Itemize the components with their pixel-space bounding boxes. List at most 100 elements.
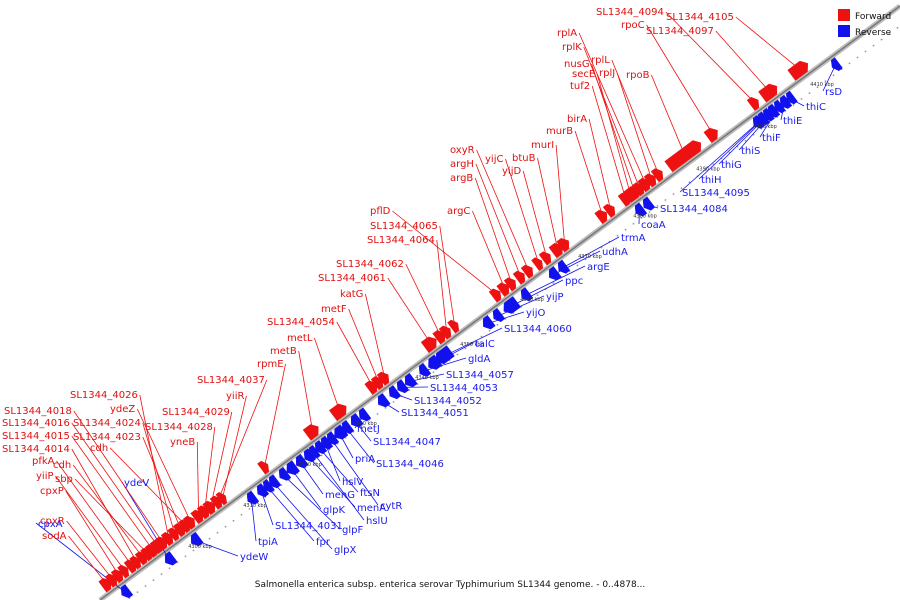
reverse-gene-arrow (492, 307, 506, 322)
reverse-gene-arrows (120, 57, 843, 599)
forward-gene-label: SL1344_4015 (2, 431, 70, 442)
scale-tick-label: 4410 kbp (810, 82, 834, 88)
scale-dot (848, 62, 851, 65)
scale-dot (856, 56, 859, 59)
legend: Forward Reverse (838, 9, 892, 38)
forward-gene-label: nusG (564, 59, 590, 70)
reverse-gene-label: ppc (565, 276, 583, 287)
scale-dot (672, 193, 675, 196)
forward-gene-arrow (104, 573, 118, 588)
reverse-gene-label: thiF (762, 133, 781, 144)
forward-label-line (436, 239, 447, 332)
reverse-gene-arrow (520, 287, 534, 302)
reverse-label-line (319, 448, 359, 493)
reverse-gene-label: SL1344_4053 (430, 383, 498, 394)
scale-dot (240, 513, 243, 516)
scale-dot (496, 323, 499, 326)
forward-gene-label: SL1344_4029 (162, 407, 230, 418)
reverse-gene-arrow (779, 94, 793, 109)
scale-dot (624, 228, 627, 231)
forward-gene-arrow (202, 500, 216, 516)
forward-label-line (136, 408, 191, 522)
forward-gene-arrow (787, 60, 808, 81)
forward-gene-label: SL1344_4065 (370, 221, 438, 232)
scale-dot (248, 508, 251, 510)
reverse-gene-arrow (767, 103, 781, 118)
reverse-gene-label: glpX (334, 545, 356, 556)
forward-gene-arrow (496, 282, 510, 297)
forward-gene-label: SL1344_4054 (267, 317, 335, 328)
forward-label-line (555, 144, 565, 244)
forward-gene-label: rpoC (621, 20, 645, 31)
forward-gene-arrow (160, 532, 174, 547)
reverse-label-line (698, 119, 763, 180)
forward-gene-label: rplA (557, 28, 577, 39)
scale-dot (232, 519, 235, 522)
scale-dot (520, 306, 523, 308)
forward-label-line (665, 11, 755, 103)
scale-tick-label: 4360 kbp (520, 297, 544, 303)
scale-dot (864, 50, 867, 53)
reverse-gene-arrow (256, 483, 270, 498)
scale-dot (280, 484, 283, 486)
scale-tick-label: 4400 kbp (753, 124, 777, 130)
reverse-gene-label: priA (355, 454, 375, 465)
reverse-gene-label: yijO (526, 308, 545, 319)
forward-label-line (387, 277, 431, 344)
reverse-gene-label: coaA (641, 220, 666, 231)
forward-label-line (405, 263, 441, 337)
reverse-gene-arrow (350, 413, 364, 428)
scale-tick-label: 4310 kbp (243, 503, 267, 509)
forward-gene-label: metL (287, 333, 313, 344)
forward-label-lines (55, 11, 800, 585)
scale-dot (432, 371, 435, 374)
forward-gene-arrow (370, 376, 384, 391)
reverse-gene-label: trmA (621, 233, 646, 244)
scale-dot (136, 591, 139, 593)
forward-gene-label: yneB (170, 437, 195, 448)
reverse-gene-label: yijP (546, 292, 564, 303)
forward-gene-label: SL1344_4105 (666, 12, 734, 23)
reverse-gene-arrow (634, 202, 648, 217)
forward-gene-label: SL1344_4026 (70, 390, 138, 401)
forward-gene-label: secE (572, 69, 595, 80)
forward-label-line (314, 337, 340, 412)
forward-label-line (74, 478, 148, 554)
reverse-gene-arrow (190, 531, 204, 547)
forward-gene-arrow (209, 495, 223, 510)
reverse-gene-label: ftsN (360, 488, 380, 499)
reverse-label-line (313, 452, 365, 521)
scale-dot (216, 531, 219, 534)
reverse-label-line (283, 474, 341, 530)
reverse-gene-arrow (268, 474, 282, 489)
forward-gene-label: SL1344_4097 (646, 26, 714, 37)
forward-gene-labels: sodAcpxRcpxPyiiPpfkASL1344_4014cdhsbpSL1… (2, 7, 734, 542)
scale-tick-label: 4390 kbp (696, 167, 720, 173)
scale-dot (640, 216, 643, 219)
reverse-gene-label: talC (475, 339, 495, 350)
scale-dot (744, 139, 747, 142)
reverse-gene-label: SL1344_4095 (682, 188, 750, 199)
reverse-gene-arrow (120, 584, 134, 599)
forward-gene-arrow (215, 492, 228, 506)
forward-gene-arrow (520, 264, 534, 279)
forward-label-line (336, 321, 373, 387)
forward-gene-label: ydeZ (110, 404, 135, 415)
scale-dot (168, 567, 171, 570)
forward-gene-label: cpxP (40, 486, 64, 497)
forward-gene-label: murI (531, 140, 554, 151)
forward-gene-label: SL1344_4037 (197, 375, 265, 386)
reverse-label-line (409, 373, 445, 382)
forward-label-line (142, 422, 175, 534)
scale-dot (616, 234, 619, 237)
reverse-gene-arrow (326, 431, 340, 446)
forward-label-line (651, 74, 685, 155)
reverse-gene-label: ydeV (124, 478, 149, 489)
reverse-gene-arrow (418, 362, 432, 377)
forward-label-line (537, 157, 558, 250)
reverse-gene-arrow (503, 296, 522, 314)
genome-backbone-core (99, 5, 900, 600)
reverse-label-line (510, 279, 564, 307)
forward-gene-arrow (438, 325, 452, 340)
forward-gene-label: yiiP (36, 471, 54, 482)
